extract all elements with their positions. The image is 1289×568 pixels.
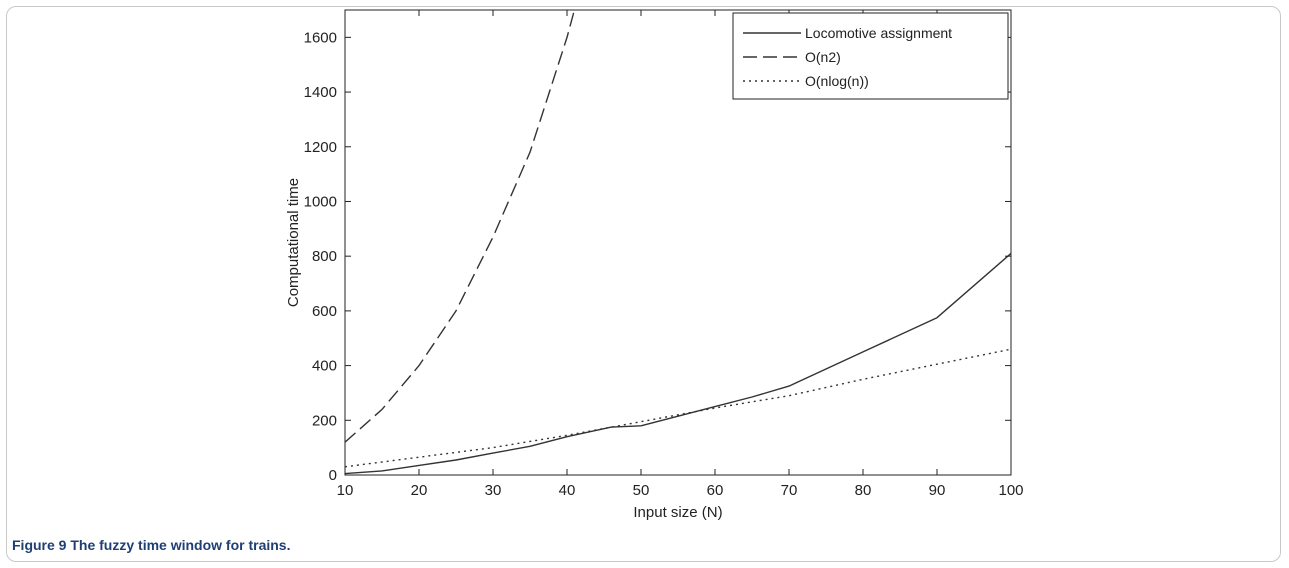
caption-text: The fuzzy time window for trains. <box>70 537 291 553</box>
x-tick-label: 70 <box>781 482 798 499</box>
y-tick-label: 1400 <box>304 84 337 101</box>
series-layer <box>345 10 1011 475</box>
caption-label: Figure 9 <box>12 537 67 553</box>
ticks-layer: 10 20 30 40 50 60 70 80 90 1000200400600800100012… <box>304 10 1024 499</box>
series-line-3 <box>345 348 1011 468</box>
line-chart: 10 20 30 40 50 60 70 80 90 1000200400600800100012… <box>285 9 1024 521</box>
x-tick-label: 20 <box>411 482 428 499</box>
figure-caption: Figure 9 The fuzzy time window for train… <box>12 537 290 553</box>
x-tick-label: 90 <box>929 482 946 499</box>
y-tick-label: 0 <box>329 467 337 484</box>
x-tick-label: 10 <box>337 482 354 499</box>
legend: Locomotive assignment O(n2) O(nlog(n)) <box>732 12 1009 100</box>
x-axis-label: Input size (N) <box>633 504 722 521</box>
x-tick-label: 40 <box>559 482 576 499</box>
y-tick-label: 1000 <box>304 193 337 210</box>
legend-entry-2: O(n2) <box>805 49 841 65</box>
x-tick-label: 30 <box>485 482 502 499</box>
series-line-2 <box>345 10 576 443</box>
plot-border <box>344 9 1012 476</box>
figure-frame <box>6 6 1281 562</box>
y-tick-label: 1600 <box>304 29 337 46</box>
series-line-1 <box>345 252 1011 475</box>
plot-area <box>344 9 1012 476</box>
x-tick-label: 50 <box>633 482 650 499</box>
y-tick-label: 800 <box>312 248 337 265</box>
legend-entry-1: Locomotive assignment <box>805 25 952 41</box>
x-tick-label: 60 <box>707 482 724 499</box>
y-tick-label: 1200 <box>304 139 337 156</box>
x-tick-label: 100 <box>998 482 1023 499</box>
y-axis-label: Computational time <box>285 178 302 307</box>
legend-entry-3: O(nlog(n)) <box>805 73 869 89</box>
y-tick-label: 200 <box>312 412 337 429</box>
legend-box <box>732 12 1009 100</box>
y-tick-label: 600 <box>312 303 337 320</box>
x-tick-label: 80 <box>855 482 872 499</box>
y-tick-label: 400 <box>312 358 337 375</box>
